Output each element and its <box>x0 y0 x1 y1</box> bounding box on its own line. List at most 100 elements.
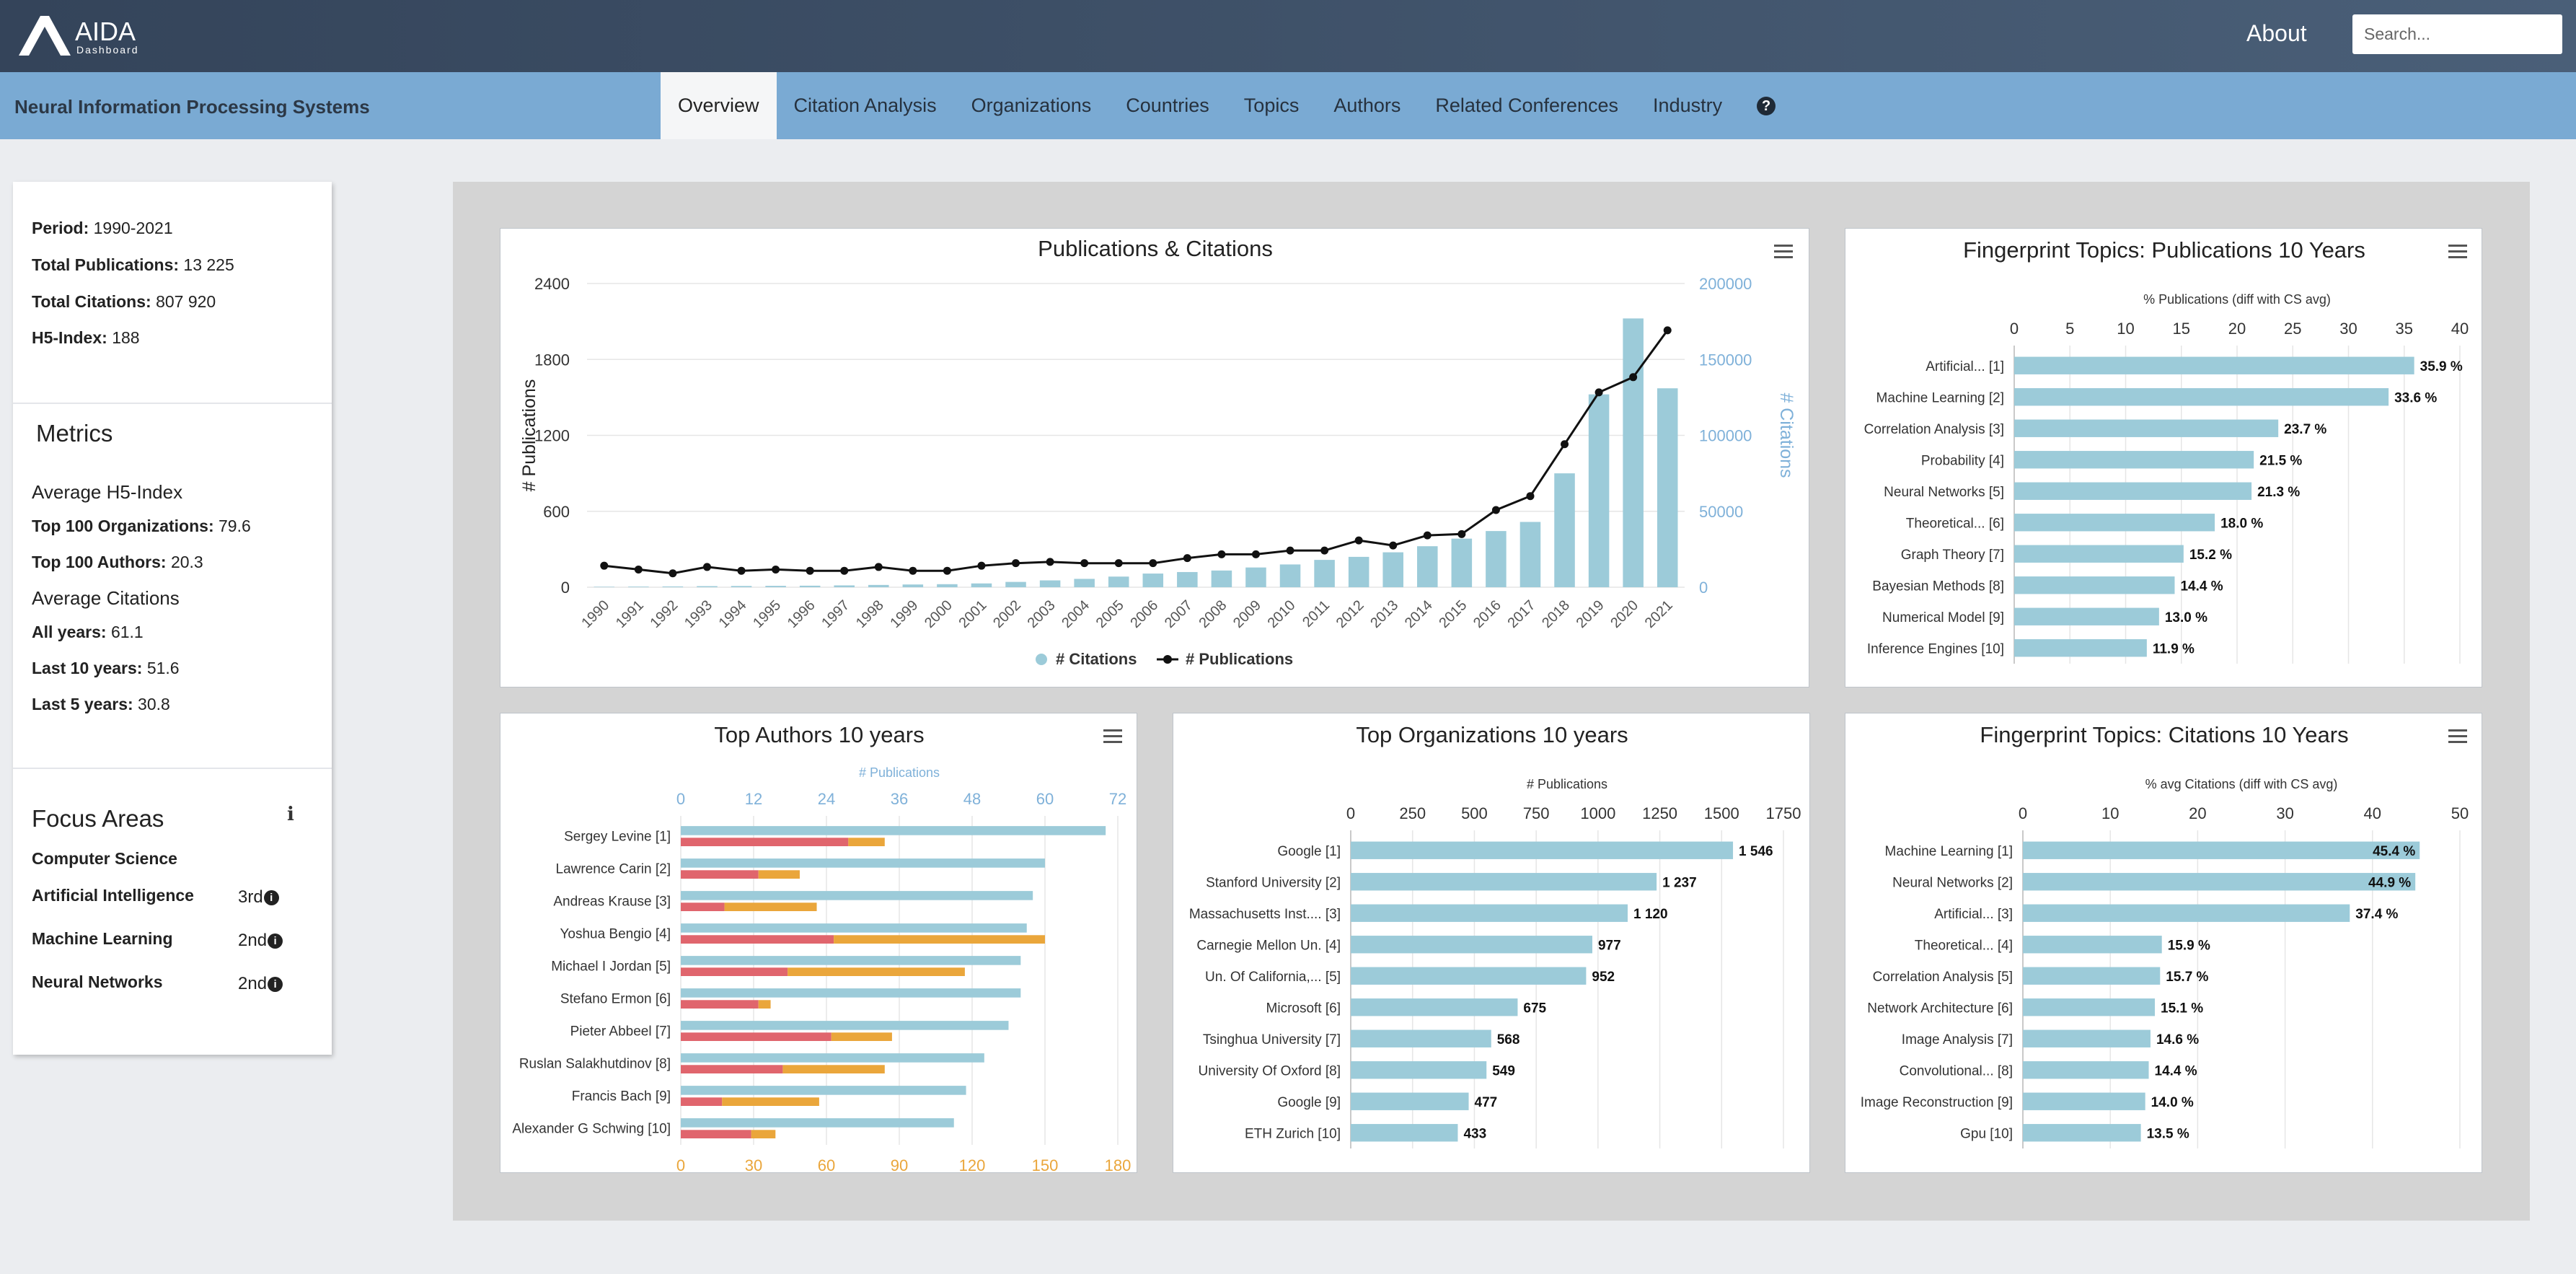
stat-h5-index: H5-Index: 188 <box>32 328 140 347</box>
panel-fingerprint-citations: Fingerprint Topics: Citations 10 Years % … <box>1845 713 2482 1173</box>
x-tick-label: 1996 <box>785 597 819 631</box>
bar <box>1351 998 1518 1016</box>
author-label: Yoshua Bengio [4] <box>560 927 671 942</box>
chart-title: Fingerprint Topics: Citations 10 Years <box>1980 722 2348 747</box>
data-label: 35.9 % <box>2420 359 2463 374</box>
x-tick-label: 250 <box>1399 804 1426 822</box>
bar <box>2014 576 2175 594</box>
chart-title: Fingerprint Topics: Publications 10 Year… <box>1963 237 2365 263</box>
author-label: Alexander G Schwing [10] <box>512 1122 671 1137</box>
tab-help[interactable]: ? <box>1739 72 1793 139</box>
h-index-bar-orange <box>788 967 965 976</box>
top-axis-title: # Publications <box>859 765 940 780</box>
aida-logo[interactable]: AIDA Dashboard <box>19 16 163 56</box>
h-index-bar-orange <box>758 870 800 879</box>
category-label: Carnegie Mellon Un. [4] <box>1196 938 1341 953</box>
chart-title: Top Authors 10 years <box>714 722 924 747</box>
info-icon[interactable]: i <box>287 804 294 825</box>
bottom-tick-label: 60 <box>818 1156 835 1174</box>
legend-publications-marker <box>1163 655 1172 664</box>
category-label: Neural Networks [5] <box>1884 485 2004 500</box>
bar <box>1351 873 1657 891</box>
h-index-bar-red <box>681 838 849 846</box>
data-label: 13.5 % <box>2147 1126 2189 1141</box>
publication-point <box>1594 388 1603 397</box>
category-label: ETH Zurich [10] <box>1245 1126 1341 1141</box>
x-tick-label: 5 <box>2065 320 2074 338</box>
y-left-tick-label: 1800 <box>534 351 570 369</box>
x-tick-label: 2021 <box>1642 597 1676 631</box>
publication-point <box>1354 536 1363 545</box>
metrics-title: Metrics <box>36 420 113 447</box>
tab-citation-analysis[interactable]: Citation Analysis <box>793 95 937 116</box>
publication-point <box>909 566 917 575</box>
x-tick-label: 20 <box>2228 320 2246 338</box>
tab-related-conferences[interactable]: Related Conferences <box>1435 95 1619 116</box>
category-label: Neural Networks [2] <box>1892 875 2013 890</box>
top-organizations-chart: Top Organizations 10 years # Publications… <box>1189 722 1801 1148</box>
category-label: University Of Oxford [8] <box>1199 1063 1341 1078</box>
h-index-bar-orange <box>848 838 885 846</box>
category-label: Convolutional... [8] <box>1900 1063 2013 1078</box>
focus-area-name: Neural Networks <box>32 972 163 991</box>
data-label: 14.6 % <box>2156 1032 2199 1047</box>
tab-organizations[interactable]: Organizations <box>971 95 1092 116</box>
author-label: Sergey Levine [1] <box>564 830 671 845</box>
x-tick-label: 2010 <box>1265 597 1299 631</box>
info-icon[interactable]: i <box>268 933 283 949</box>
x-tick-label: 2011 <box>1300 597 1333 631</box>
citation-bar <box>1039 580 1061 587</box>
info-icon[interactable]: i <box>268 977 283 992</box>
citation-bar <box>1417 546 1438 587</box>
avg-citations-label: Average Citations <box>32 587 180 609</box>
menu-icon[interactable] <box>2448 245 2467 259</box>
x-tick-label: 2012 <box>1333 597 1367 631</box>
publication-point <box>1629 373 1638 382</box>
publication-point <box>806 566 814 575</box>
tab-authors[interactable]: Authors <box>1333 95 1401 116</box>
x-tick-label: 1999 <box>887 597 921 631</box>
publication-point <box>1561 440 1569 449</box>
search-input[interactable] <box>2352 14 2562 54</box>
tab-countries[interactable]: Countries <box>1126 95 1209 116</box>
avg-h5-label: Average H5-Index <box>32 481 183 503</box>
menu-icon[interactable] <box>2448 729 2467 744</box>
y-right-tick-label: 50000 <box>1699 503 1743 521</box>
y-left-axis-title: # Publications <box>519 379 539 492</box>
about-link[interactable]: About <box>2246 20 2307 46</box>
logo-subtext: Dashboard <box>76 44 139 56</box>
publication-point <box>1491 506 1500 514</box>
h-index-bar-orange <box>782 1065 885 1073</box>
publications-bar <box>681 1086 966 1095</box>
menu-icon[interactable] <box>1774 245 1793 259</box>
data-label: 15.7 % <box>2166 970 2208 985</box>
legend-citations-marker <box>1036 654 1047 665</box>
data-label: 675 <box>1523 1001 1546 1016</box>
metric-last-5-years: Last 5 years: 30.8 <box>32 695 170 713</box>
menu-icon[interactable] <box>1103 729 1122 744</box>
x-tick-label: 1750 <box>1766 804 1801 822</box>
fingerprint-citations-chart: Fingerprint Topics: Citations 10 Years % … <box>1861 722 2469 1148</box>
category-label: Theoretical... [4] <box>1915 938 2013 953</box>
bottom-tick-label: 180 <box>1105 1156 1132 1174</box>
publication-point <box>1286 546 1294 555</box>
tab-overview[interactable]: Overview <box>661 72 777 139</box>
citation-bar <box>902 584 924 587</box>
tab-industry[interactable]: Industry <box>1653 95 1723 116</box>
x-tick-label: 2018 <box>1539 597 1573 631</box>
y-right-tick-label: 200000 <box>1699 275 1752 293</box>
tab-topics[interactable]: Topics <box>1243 95 1300 116</box>
bottom-tick-label: 90 <box>891 1156 908 1174</box>
info-icon[interactable]: i <box>263 890 279 905</box>
top-tick-label: 36 <box>891 790 908 808</box>
h-index-bar-orange <box>831 1032 892 1041</box>
h-index-bar-red <box>681 870 759 879</box>
tab-list: Overview Citation Analysis Organizations… <box>661 72 1793 139</box>
data-label: 433 <box>1463 1126 1486 1141</box>
metric-all-years: All years: 61.1 <box>32 623 144 641</box>
citation-bar <box>1348 556 1369 587</box>
h-index-bar-orange <box>722 1097 819 1106</box>
category-label: Massachusetts Inst.... [3] <box>1189 907 1341 922</box>
x-tick-label: 2001 <box>956 597 989 631</box>
citation-bar <box>1108 576 1129 587</box>
